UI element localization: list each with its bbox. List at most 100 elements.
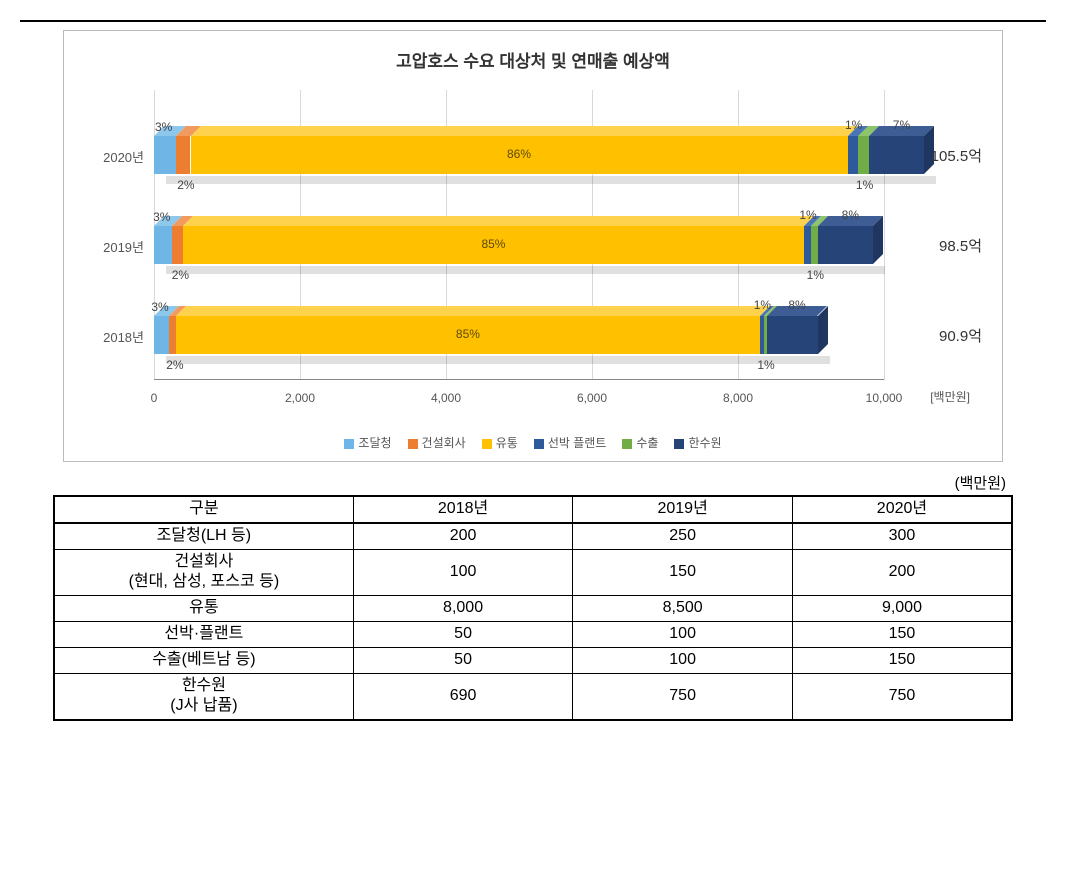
table-cell: 150	[573, 549, 793, 596]
segment-pct-label: 1%	[757, 358, 774, 372]
table-cell: 750	[573, 673, 793, 720]
table-row: 건설회사(현대, 삼성, 포스코 등)100150200	[54, 549, 1012, 596]
segment-pct-label: 85%	[456, 327, 480, 341]
table-rowhead-cell: 조달청(LH 등)	[54, 523, 353, 549]
segment-pct-label: 86%	[507, 147, 531, 161]
bar-segment	[169, 316, 176, 354]
x-tick-label: 0	[151, 391, 158, 405]
bar-segment	[858, 136, 869, 174]
legend: 조달청 건설회사 유통 선박 플랜트 수출 한수원	[84, 434, 982, 451]
table-cell: 250	[573, 523, 793, 549]
figure-container: 고압호스 수요 대상처 및 연매출 예상액 02,0004,0006,0008,…	[20, 20, 1046, 721]
bar-segment	[767, 316, 817, 354]
table-cell: 750	[792, 673, 1012, 720]
table-row: 수출(베트남 등)50100150	[54, 647, 1012, 673]
table-cell: 690	[353, 673, 573, 720]
table-cell: 150	[792, 621, 1012, 647]
table-rowhead-cell: 건설회사(현대, 삼성, 포스코 등)	[54, 549, 353, 596]
legend-swatch	[482, 439, 492, 449]
table-row: 한수원(J사 납품)690750750	[54, 673, 1012, 720]
bar-total-label: 98.5억	[939, 235, 982, 256]
bar-segment	[818, 226, 873, 264]
bar-segment-top	[191, 126, 858, 136]
bar-segment-top	[183, 216, 814, 226]
table-body: 조달청(LH 등)200250300건설회사(현대, 삼성, 포스코 등)100…	[54, 523, 1012, 720]
bar-segment	[154, 316, 169, 354]
segment-pct-label: 2%	[172, 268, 189, 282]
table-cell: 8,500	[573, 596, 793, 622]
bar-segment-side	[873, 216, 883, 264]
bar-segment	[804, 226, 811, 264]
table-cell: 100	[353, 549, 573, 596]
table-row: 조달청(LH 등)200250300	[54, 523, 1012, 549]
bar-segment	[154, 226, 172, 264]
legend-swatch	[344, 439, 354, 449]
bar-shadow	[166, 266, 885, 274]
legend-swatch	[674, 439, 684, 449]
table-cell: 8,000	[353, 596, 573, 622]
table-header-cell: 2019년	[573, 496, 793, 523]
table-row: 유통8,0008,5009,000	[54, 596, 1012, 622]
segment-pct-label: 2%	[177, 178, 194, 192]
table-rowhead-cell: 한수원(J사 납품)	[54, 673, 353, 720]
bar-segment	[848, 136, 859, 174]
x-tick-label: 10,000	[866, 391, 903, 405]
legend-item: 한수원	[674, 434, 721, 451]
bar-segment-top	[176, 306, 770, 316]
segment-pct-label: 1%	[845, 118, 862, 132]
table-cell: 100	[573, 647, 793, 673]
table-cell: 300	[792, 523, 1012, 549]
plot-area: 02,0004,0006,0008,00010,000[백만원]2020년3%2…	[154, 90, 892, 430]
table-unit-note: (백만원)	[20, 472, 1006, 493]
legend-item: 수출	[622, 434, 658, 451]
x-axis-unit: [백만원]	[930, 388, 970, 405]
x-axis	[154, 379, 884, 380]
table-cell: 9,000	[792, 596, 1012, 622]
chart-title: 고압호스 수요 대상처 및 연매출 예상액	[84, 47, 982, 72]
legend-swatch	[622, 439, 632, 449]
table-rowhead-cell: 선박·플랜트	[54, 621, 353, 647]
table-row: 선박·플랜트50100150	[54, 621, 1012, 647]
segment-pct-label: 1%	[807, 268, 824, 282]
segment-pct-label: 8%	[842, 208, 859, 222]
legend-label: 조달청	[358, 436, 391, 450]
legend-label: 한수원	[688, 436, 721, 450]
segment-pct-label: 7%	[893, 118, 910, 132]
legend-item: 선박 플랜트	[534, 434, 607, 451]
table-header-cell: 구분	[54, 496, 353, 523]
segment-pct-label: 3%	[153, 210, 170, 224]
y-category-label: 2020년	[84, 147, 144, 166]
legend-swatch	[408, 439, 418, 449]
legend-item: 유통	[482, 434, 518, 451]
bar-segment	[176, 136, 191, 174]
legend-item: 건설회사	[408, 434, 466, 451]
segment-pct-label: 1%	[799, 208, 816, 222]
table-header-cell: 2018년	[353, 496, 573, 523]
table-cell: 50	[353, 621, 573, 647]
y-category-label: 2019년	[84, 237, 144, 256]
segment-pct-label: 3%	[155, 120, 172, 134]
x-tick-label: 2,000	[285, 391, 315, 405]
bar-segment	[811, 226, 818, 264]
legend-label: 수출	[636, 436, 658, 450]
table-header-cell: 2020년	[792, 496, 1012, 523]
table-rowhead-cell: 유통	[54, 596, 353, 622]
legend-item: 조달청	[344, 434, 391, 451]
bar-total-label: 105.5억	[931, 145, 982, 166]
bar-shadow	[166, 176, 936, 184]
segment-pct-label: 3%	[151, 300, 168, 314]
segment-pct-label: 85%	[481, 237, 505, 251]
table-cell: 50	[353, 647, 573, 673]
top-rule	[20, 20, 1046, 22]
legend-swatch	[534, 439, 544, 449]
bar-total-label: 90.9억	[939, 325, 982, 346]
table-cell: 200	[792, 549, 1012, 596]
x-tick-label: 6,000	[577, 391, 607, 405]
bar-shadow	[166, 356, 830, 364]
chart-box: 고압호스 수요 대상처 및 연매출 예상액 02,0004,0006,0008,…	[63, 30, 1003, 462]
table-cell: 200	[353, 523, 573, 549]
segment-pct-label: 1%	[856, 178, 873, 192]
bar-segment	[869, 136, 924, 174]
bar-segment	[154, 136, 176, 174]
data-table: 구분2018년2019년2020년 조달청(LH 등)200250300건설회사…	[53, 495, 1013, 721]
